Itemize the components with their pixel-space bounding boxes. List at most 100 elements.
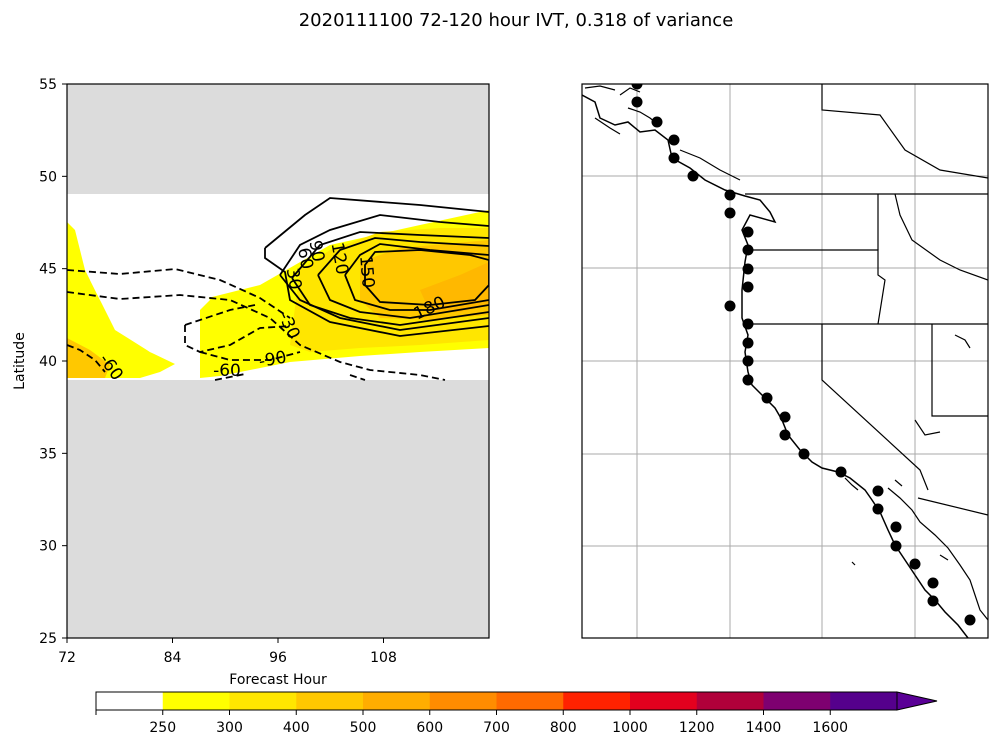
map-frame bbox=[581, 83, 989, 639]
y-tick-label: 50 bbox=[39, 169, 57, 185]
y-tick-label: 30 bbox=[39, 539, 57, 555]
contour-150 bbox=[344, 243, 489, 276]
station-marker bbox=[668, 134, 680, 146]
station-markers bbox=[631, 84, 976, 626]
nv-ut-az-border bbox=[931, 324, 988, 417]
contour-neg60 bbox=[184, 325, 291, 353]
station-marker bbox=[742, 318, 754, 330]
contour-90 bbox=[291, 231, 489, 279]
colorbar-tick-label: 1000 bbox=[612, 720, 648, 736]
y-tick-label: 45 bbox=[39, 262, 57, 278]
x-axis-label: Forecast Hour bbox=[229, 672, 327, 688]
station-marker bbox=[742, 281, 754, 293]
colorbar-tick-label: 500 bbox=[350, 720, 377, 736]
contour-neg30 bbox=[67, 268, 291, 319]
chart-title: 2020111100 72-120 hour IVT, 0.318 of var… bbox=[299, 10, 734, 31]
ivt-fill-250-left bbox=[67, 222, 175, 378]
us-mexico-border bbox=[917, 497, 988, 516]
contour-150-low bbox=[344, 274, 489, 311]
colorbar-segment bbox=[563, 692, 631, 710]
colorbar-segment bbox=[96, 692, 164, 710]
coastline bbox=[582, 94, 969, 638]
colorbar-segment bbox=[429, 692, 497, 710]
y-axis-ticks: 25 30 35 40 45 50 55 bbox=[39, 77, 67, 647]
ivt-fill-400-left bbox=[67, 338, 110, 378]
x-tick-label: 72 bbox=[58, 650, 76, 666]
contour-neg90-b bbox=[214, 373, 246, 381]
contour-30 bbox=[264, 248, 489, 337]
contour-neg60-b bbox=[184, 304, 256, 326]
negative-contours bbox=[67, 268, 446, 381]
gulf-coast bbox=[887, 487, 988, 621]
station-marker bbox=[872, 485, 884, 497]
colorbar: 250 300 400 500 600 700 800 1000 1200 1400 1600 bbox=[95, 691, 938, 736]
contour-label: 150 bbox=[355, 255, 378, 289]
colorbar-tick-label: 600 bbox=[416, 720, 443, 736]
station-marker bbox=[742, 337, 754, 349]
colorbar-segment bbox=[296, 692, 364, 710]
y-axis-label: Latitude bbox=[12, 332, 28, 390]
contour-label: 30 bbox=[282, 266, 305, 291]
station-marker bbox=[872, 503, 884, 515]
colorbar-tick-label: 250 bbox=[149, 720, 176, 736]
contour-120-low bbox=[317, 274, 489, 319]
y-tick-label: 55 bbox=[39, 77, 57, 93]
colorbar-tick-label: 400 bbox=[283, 720, 310, 736]
x-tick-label: 84 bbox=[164, 650, 182, 666]
wa-or-border bbox=[745, 249, 886, 325]
no-data-bottom bbox=[67, 380, 489, 638]
contour-neg60-left bbox=[67, 344, 106, 373]
station-marker bbox=[651, 116, 663, 128]
x-tick-label: 96 bbox=[269, 650, 287, 666]
ivt-fill-low bbox=[90, 268, 210, 360]
station-marker bbox=[779, 429, 791, 441]
ca-nv-border bbox=[821, 324, 929, 491]
y-tick-label: 25 bbox=[39, 631, 57, 647]
colorbar-tick-label: 1200 bbox=[679, 720, 715, 736]
station-marker bbox=[631, 96, 643, 108]
station-marker bbox=[964, 614, 976, 626]
y-tick-label: 35 bbox=[39, 446, 57, 462]
station-marker bbox=[631, 84, 643, 90]
positive-contours bbox=[264, 197, 489, 337]
station-marker bbox=[927, 577, 939, 589]
contour-180 bbox=[364, 249, 489, 306]
colorbar-segment bbox=[630, 692, 698, 710]
colorbar-extension bbox=[896, 691, 938, 711]
x-axis-ticks: 72 84 96 108 bbox=[58, 638, 397, 666]
station-marker bbox=[798, 448, 810, 460]
station-marker bbox=[909, 558, 921, 570]
colorbar-tick-label: 1600 bbox=[812, 720, 848, 736]
colorbar-tick-label: 1400 bbox=[746, 720, 782, 736]
contour-label: -90 bbox=[257, 348, 288, 373]
station-marker bbox=[724, 207, 736, 219]
station-marker bbox=[742, 263, 754, 275]
colorbar-segment bbox=[830, 692, 898, 710]
colorbar-tick-label: 300 bbox=[216, 720, 243, 736]
colorbar-tick-label: 800 bbox=[550, 720, 577, 736]
x-tick-label: 108 bbox=[370, 650, 397, 666]
station-marker bbox=[724, 189, 736, 201]
contour-label: 60 bbox=[293, 246, 316, 271]
station-marker bbox=[927, 595, 939, 607]
station-marker bbox=[742, 374, 754, 386]
contour-60 bbox=[279, 214, 489, 276]
y-tick-label: 40 bbox=[39, 354, 57, 370]
colorbar-segment bbox=[496, 692, 564, 710]
station-marker bbox=[890, 540, 902, 552]
station-marker bbox=[779, 411, 791, 423]
colorbar-tick-label: 700 bbox=[483, 720, 510, 736]
contour-label: -60 bbox=[213, 361, 241, 381]
colorbar-segment bbox=[763, 692, 831, 710]
contour-30-top bbox=[264, 197, 489, 249]
contour-neg-tail bbox=[349, 374, 366, 381]
colorbar-segment bbox=[696, 692, 764, 710]
contour-60-low bbox=[279, 274, 489, 331]
station-marker bbox=[761, 392, 773, 404]
map-panel bbox=[581, 83, 989, 639]
boundaries bbox=[745, 84, 988, 516]
station-marker bbox=[742, 244, 754, 256]
